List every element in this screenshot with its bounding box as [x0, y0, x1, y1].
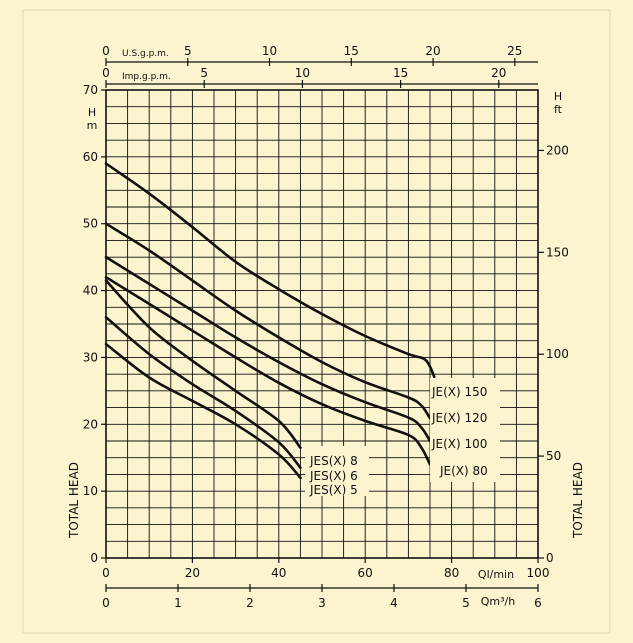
- top-tick-label: 0: [102, 66, 110, 80]
- left-tick-label: 40: [83, 284, 98, 298]
- left-tick-label: 20: [83, 417, 98, 431]
- top-tick-label: 15: [344, 44, 359, 58]
- bottom2-tick-label: 6: [534, 596, 542, 610]
- pump-curves: [104, 162, 436, 480]
- bottom-tick-label: 40: [271, 566, 286, 580]
- right-axis-ticks: 0 50 100 150 200: [538, 143, 569, 565]
- grid: [106, 90, 538, 558]
- series-label-je-80: JE(X) 80: [439, 464, 488, 478]
- left-tick-label: 60: [83, 150, 98, 164]
- bottom-axis-m3h-unit: Qm³/h: [481, 595, 515, 608]
- top-tick-label: 5: [200, 66, 208, 80]
- bottom-tick-label: 20: [185, 566, 200, 580]
- right-tick-label: 150: [546, 245, 569, 259]
- bottom-axis-lmin-unit: Ql/min: [478, 568, 514, 581]
- curve-series-0: [104, 162, 436, 379]
- left-unit-line: H: [88, 106, 96, 119]
- figure-frame: [22, 9, 611, 634]
- series-label-je-150: JE(X) 150: [431, 385, 487, 399]
- left-axis-title: TOTAL HEAD: [67, 462, 81, 539]
- bottom-tick-label: 100: [527, 566, 550, 580]
- curve-series-4: [104, 279, 302, 449]
- top-tick-label: 20: [491, 66, 506, 80]
- top-axis-us-gpm-label: U.S.g.p.m.: [122, 49, 169, 59]
- bottom2-tick-label: 1: [174, 596, 182, 610]
- bottom-axis-m3h-ticks: 0 1 2 3 4 5 6: [102, 584, 542, 610]
- left-tick-label: 30: [83, 350, 98, 364]
- top-axis-imp-gpm-label: Imp.g.p.m.: [122, 72, 171, 82]
- left-tick-label: 10: [83, 484, 98, 498]
- right-axis-title: TOTAL HEAD: [571, 462, 585, 539]
- top-tick-label: 20: [425, 44, 440, 58]
- left-tick-label: 50: [83, 217, 98, 231]
- top-tick-label: 0: [102, 44, 110, 58]
- bottom2-tick-label: 0: [102, 596, 110, 610]
- curve-series-3: [104, 275, 432, 466]
- bottom2-tick-label: 5: [462, 596, 470, 610]
- series-label-jes-8: JES(X) 8: [309, 454, 358, 468]
- right-unit-line: H: [554, 90, 562, 103]
- je-label-box: [430, 378, 500, 482]
- left-unit-line: m: [87, 119, 98, 132]
- bottom-tick-label: 80: [444, 566, 459, 580]
- series-label-je-120: JE(X) 120: [431, 411, 487, 425]
- curve-series-6: [104, 342, 302, 480]
- right-unit-line: ft: [554, 103, 563, 116]
- series-label-jes-5: JES(X) 5: [309, 483, 358, 497]
- bottom-axis-lmin-ticks: 0 20 40 60 80 100: [102, 558, 549, 580]
- bottom-tick-label: 0: [102, 566, 110, 580]
- bottom2-tick-label: 3: [318, 596, 326, 610]
- bottom2-tick-label: 2: [246, 596, 254, 610]
- series-label-je-100: JE(X) 100: [431, 437, 487, 451]
- series-label-jes-6: JES(X) 6: [309, 469, 358, 483]
- left-tick-label: 0: [90, 551, 98, 565]
- top-tick-label: 10: [295, 66, 310, 80]
- top-tick-label: 10: [262, 44, 277, 58]
- left-tick-label: 70: [83, 83, 98, 97]
- right-tick-label: 0: [546, 551, 554, 565]
- curve-series-1: [104, 222, 432, 420]
- right-tick-label: 50: [546, 449, 561, 463]
- bottom-tick-label: 60: [358, 566, 373, 580]
- curve-series-2: [104, 255, 432, 443]
- top-tick-label: 15: [393, 66, 408, 80]
- top-tick-label: 5: [184, 44, 192, 58]
- left-axis-ticks: 0 10 20 30 40 50 60 70: [83, 83, 106, 565]
- curve-series-5: [104, 316, 302, 469]
- bottom2-tick-label: 4: [390, 596, 398, 610]
- top-tick-label: 25: [507, 44, 522, 58]
- top-axis-us-gpm-ticks: 0 5 10 15 20 25: [102, 44, 522, 66]
- plot-area-frame: [105, 89, 539, 559]
- jes-label-box: [305, 446, 369, 496]
- right-tick-label: 100: [546, 347, 569, 361]
- right-tick-label: 200: [546, 143, 569, 157]
- top-axis-imp-gpm-ticks: 0 5 10 15 20: [102, 66, 506, 88]
